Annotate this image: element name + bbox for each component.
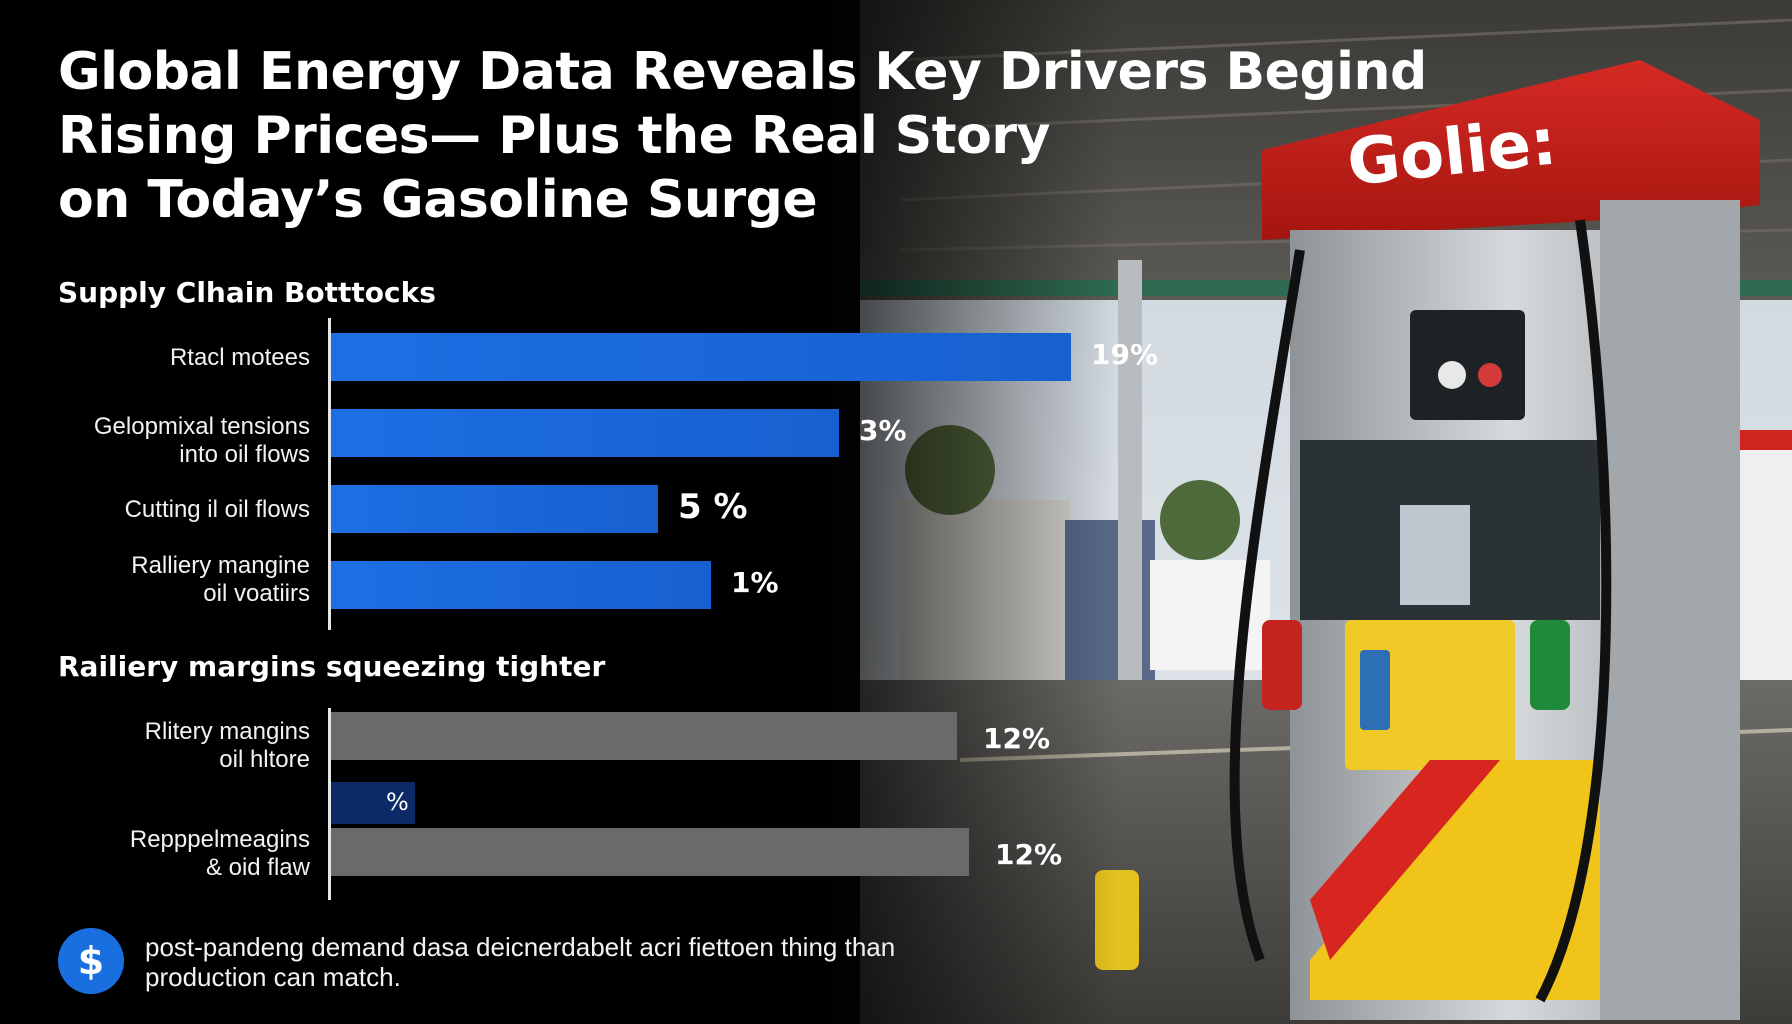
chart-1-category-3: Cutting il oil flows xyxy=(124,496,310,523)
headline-line-1: Global Energy Data Reveals Key Drivers B… xyxy=(58,42,1427,102)
chart-2-category-1-line-2: oil hltore xyxy=(219,746,310,773)
chart-1-value-3: 5 % xyxy=(678,487,748,527)
dollar-circle-icon: $ xyxy=(58,928,124,994)
chart-1-category-4-line-1: Ralliery mangine xyxy=(131,552,310,579)
chart-1-value-4: 1% xyxy=(731,566,779,599)
chart-2-category-label: Rlitery mangins oil hltore xyxy=(30,718,310,774)
headline-line-2: Rising Prices— Plus the Real Story xyxy=(58,106,1050,166)
chart-1-category-label: Gelopmixal tensions into oil flows xyxy=(30,413,310,469)
chart-1-axis-line xyxy=(328,318,331,630)
chart-2-value-3: 12% xyxy=(995,838,1063,871)
chart-2-category-3-line-2: & oid flaw xyxy=(205,854,310,881)
footer-note-line-1: post-pandeng demand dasa deicnerdabelt a… xyxy=(145,932,896,962)
chart-1-bar-1 xyxy=(331,333,1071,381)
chart-1-category-2-line-2: into oil flows xyxy=(179,441,310,468)
chart-1-value-1: 19% xyxy=(1091,338,1159,371)
chart-2-bar-3 xyxy=(331,828,969,876)
chart-1-bar-3 xyxy=(331,485,658,533)
chart-2-bar-1 xyxy=(331,712,957,760)
footer-note-line-2: production can match. xyxy=(145,962,401,992)
footer-note: post-pandeng demand dasa deicnerdabelt a… xyxy=(145,932,1085,992)
supply-chain-section-title: Supply Clhain Botttocks xyxy=(58,276,436,309)
chart-2-category-label: Repppelmeagins & oid flaw xyxy=(30,826,310,882)
chart-2-value-1: 12% xyxy=(983,722,1051,755)
chart-2-category-1-line-1: Rlitery mangins xyxy=(144,718,310,745)
chart-2-value-2: % xyxy=(386,788,409,816)
chart-1-category-label: Ralliery mangine oil voatiirs xyxy=(30,552,310,608)
chart-2-axis-line xyxy=(328,708,331,900)
refinery-section-title: Railiery margins squeezing tighter xyxy=(58,650,606,683)
chart-1-category-4-line-2: oil voatiirs xyxy=(203,580,310,607)
chart-2-bar-2 xyxy=(331,782,415,824)
headline: Global Energy Data Reveals Key Drivers B… xyxy=(58,40,1578,232)
chart-1-bar-4 xyxy=(331,561,711,609)
chart-2-category-3-line-1: Repppelmeagins xyxy=(129,826,310,853)
chart-1-category-label: Rtacl motees xyxy=(30,344,310,372)
chart-1-category-label: Cutting il oil flows xyxy=(30,496,310,524)
chart-1-bar-2 xyxy=(331,409,839,457)
chart-1-category-1: Rtacl motees xyxy=(169,344,310,371)
headline-line-3: on Today’s Gasoline Surge xyxy=(58,170,818,230)
chart-1-category-2-line-1: Gelopmixal tensions xyxy=(93,413,310,440)
chart-1-value-2: 3% xyxy=(859,414,907,447)
